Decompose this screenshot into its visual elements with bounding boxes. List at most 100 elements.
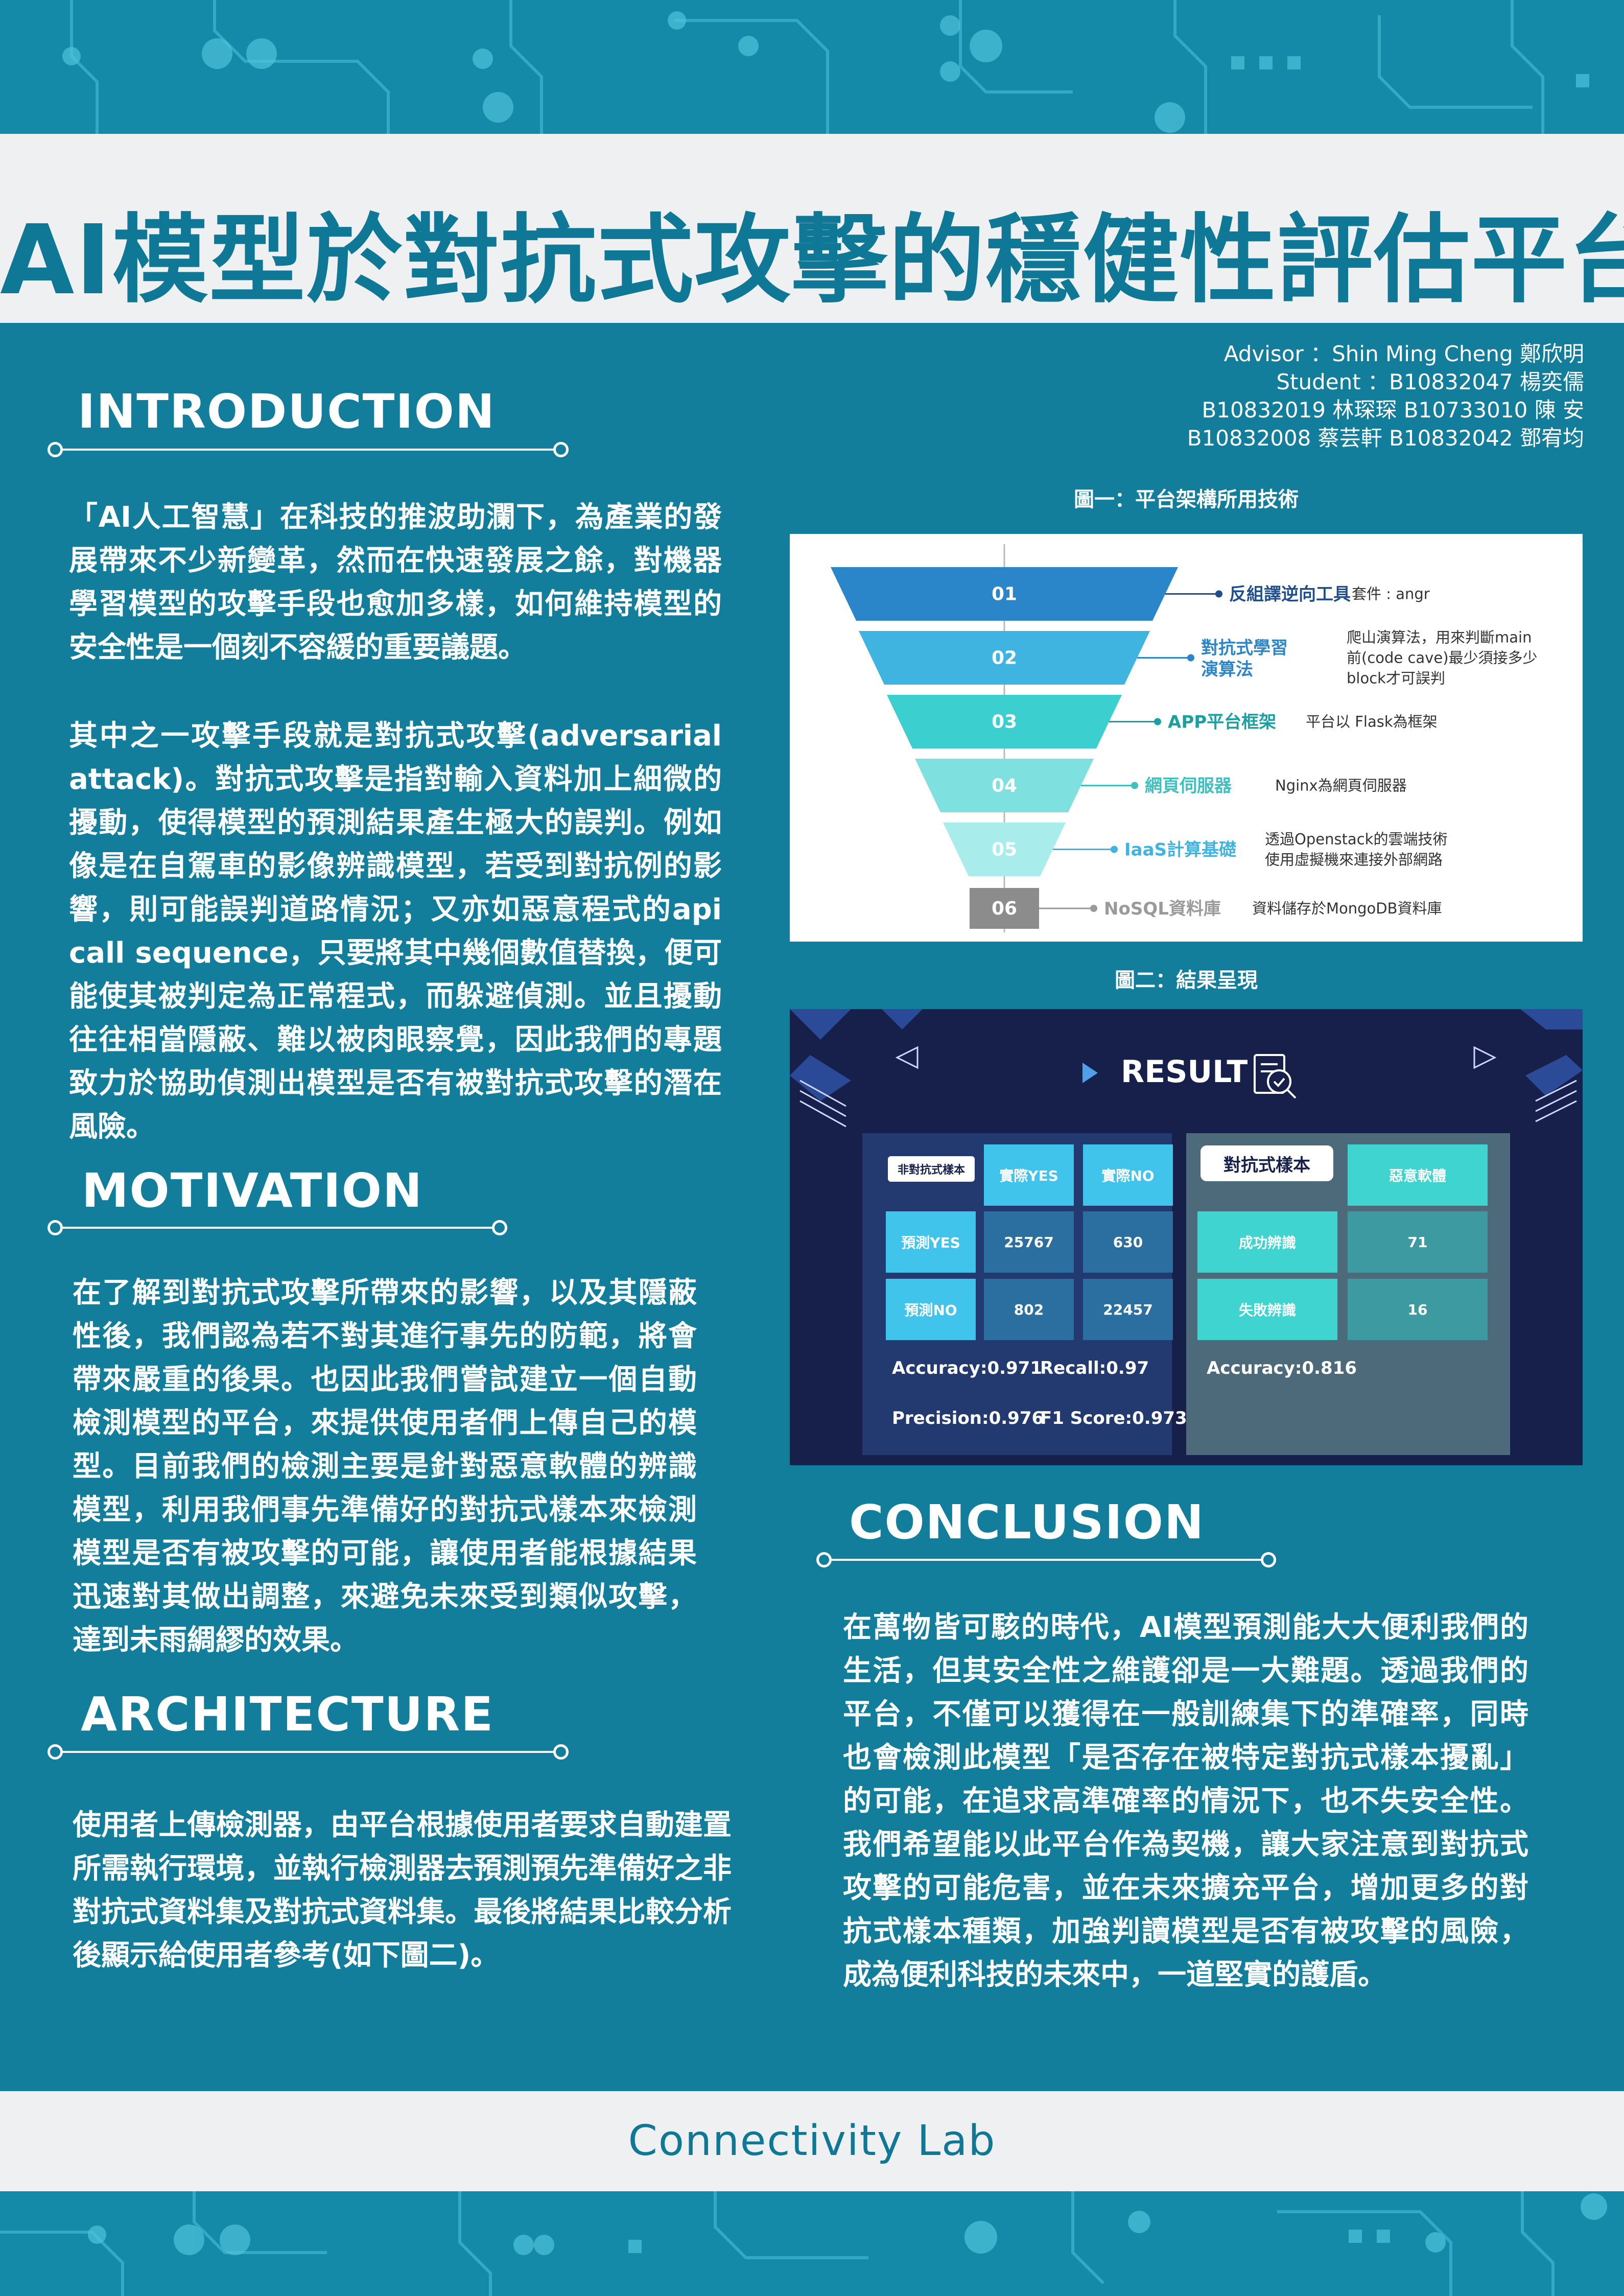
rule-end-dot	[553, 442, 569, 457]
circuit-pattern-top	[62, 0, 1589, 134]
play-arrow-icon	[1082, 1063, 1098, 1083]
funnel-label: IaaS計算基礎	[1124, 840, 1236, 860]
funnel-segment	[859, 631, 1150, 685]
row-predict-yes: 預測YES	[886, 1211, 976, 1273]
funnel-layer-05: 05 IaaS計算基礎 透過Openstack的雲端技術使用虛擬機來連接外部網路	[943, 823, 1447, 876]
motivation-heading: MOTIVATION	[82, 1163, 423, 1218]
footer-band: Connectivity Lab	[0, 2091, 1624, 2191]
leader-dot	[1090, 905, 1097, 912]
adversarial-accuracy-metric: Accuracy:0.816	[1207, 1358, 1357, 1378]
funnel-segment	[915, 759, 1094, 812]
architecture-heading: ARCHITECTURE	[81, 1687, 495, 1742]
heading-rule	[63, 1227, 492, 1229]
introduction-paragraph-2: 其中之一攻擊手段就是對抗式攻擊(adversarial attack)。對抗式攻…	[69, 719, 722, 1143]
funnel-layer-03: 03 APP平台框架 平台以 Flask為框架	[887, 695, 1438, 748]
funnel-number: 01	[992, 584, 1017, 605]
funnel-description: Nginx為網頁伺服器	[1275, 777, 1407, 794]
funnel-number: 02	[992, 648, 1017, 669]
header-actual-no: 實際NO	[1083, 1144, 1173, 1206]
non-adversarial-tag: 非對抗式樣本	[888, 1156, 975, 1182]
non-adversarial-panel: 非對抗式樣本 實際YES 實際NO 預測YES 預測NO 25767 630 8…	[862, 1133, 1187, 1455]
funnel-label: 網頁伺服器	[1145, 776, 1232, 796]
figure2-caption: 圖二：結果呈現	[1115, 969, 1258, 992]
conclusion-paragraph: 在萬物皆可駭的時代，AI模型預測能大大便利我們的生活，但其安全性之維護卻是一大難…	[843, 1611, 1528, 1992]
motivation-paragraph: 在了解到對抗式攻擊所帶來的影響，以及其隱蔽性後，我們認為若不對其進行事先的防範，…	[73, 1276, 697, 1657]
cell-fail-count: 16	[1348, 1279, 1488, 1340]
recall-metric: Recall:0.97	[1040, 1358, 1149, 1378]
cell-fn: 802	[984, 1279, 1074, 1340]
result-decoration	[790, 1009, 1583, 1128]
precision-metric: Precision:0.976	[892, 1408, 1044, 1428]
funnel-number: 06	[992, 898, 1017, 919]
architecture-paragraph: 使用者上傳檢測器，由平台根據使用者要求自動建置所需執行環境，並執行檢測器去預測預…	[73, 1809, 732, 1972]
header-circuit-band	[0, 0, 1624, 134]
introduction-heading-block: INTRODUCTION	[48, 384, 569, 457]
rule-end-dot	[553, 1744, 569, 1760]
footer-lab-name: Connectivity Lab	[628, 2117, 996, 2165]
result-title: RESULT	[1121, 1054, 1248, 1090]
funnel-layer-02: 02 對抗式學習演算法 爬山演算法，用來判斷main 前(code cave)最少須接…	[859, 629, 1538, 687]
funnel-segment	[943, 823, 1066, 876]
funnel-number: 05	[992, 839, 1017, 860]
funnel-segment	[831, 567, 1178, 621]
footer-circuit-band	[0, 2191, 1624, 2296]
funnel-layer-04: 04 網頁伺服器 Nginx為網頁伺服器	[915, 759, 1407, 812]
funnel-layer-06: 06 NoSQL資料庫 資料儲存於MongoDB資料庫	[970, 888, 1442, 929]
funnel-description: 平台以 Flask為框架	[1306, 713, 1438, 731]
circuit-pattern-bottom	[0, 2191, 1607, 2296]
members-line-2: B10832008 蔡芸軒 B10832042 鄧宥均	[1187, 426, 1584, 451]
conclusion-heading: CONCLUSION	[849, 1495, 1205, 1550]
cell-tn: 22457	[1083, 1279, 1173, 1340]
funnel-label: NoSQL資料庫	[1104, 899, 1221, 919]
adversarial-tag: 對抗式樣本	[1201, 1145, 1333, 1181]
leader-dot	[1215, 590, 1222, 598]
row-detect-fail: 失敗辨識	[1197, 1279, 1337, 1340]
rule-end-dot	[1261, 1552, 1276, 1567]
funnel-layer-01: 01 反組譯逆向工具 套件 : angr	[831, 567, 1430, 621]
introduction-paragraph-1: 「AI人工智慧」在科技的推波助瀾下，為產業的發展帶來不少新變革，然而在快速發展之…	[69, 501, 722, 664]
architecture-heading-block: ARCHITECTURE	[48, 1687, 569, 1760]
header-malware: 惡意軟體	[1348, 1144, 1488, 1206]
heading-rule	[832, 1559, 1261, 1561]
funnel-diagram: 01 反組譯逆向工具 套件 : angr 02 對抗式學習演算法 爬山演算法，用來判斷ma…	[831, 544, 1538, 932]
cell-fp: 630	[1083, 1211, 1173, 1273]
rule-end-dot	[492, 1220, 507, 1235]
cell-tp: 25767	[984, 1211, 1074, 1273]
adversarial-panel: 對抗式樣本 惡意軟體 成功辨識 失敗辨識 71 16 Accuracy:0.81…	[1186, 1133, 1510, 1455]
rule-start-dot	[48, 1220, 63, 1235]
poster-title: AI模型於對抗式攻擊的穩健性評估平台	[0, 204, 1624, 316]
leader-dot	[1187, 654, 1194, 662]
heading-rule	[63, 449, 553, 451]
conclusion-heading-block: CONCLUSION	[816, 1495, 1276, 1567]
funnel-label: 反組譯逆向工具	[1229, 584, 1351, 605]
header-actual-yes: 實際YES	[984, 1144, 1074, 1206]
leader-dot	[1111, 846, 1118, 853]
funnel-description: 資料儲存於MongoDB資料庫	[1252, 900, 1442, 917]
members-line-1: B10832019 林琛琛 B10733010 陳 安	[1202, 397, 1584, 423]
figure1-caption: 圖一：平台架構所用技術	[1074, 488, 1299, 511]
funnel-segment	[887, 695, 1122, 748]
accuracy-metric: Accuracy:0.971	[892, 1358, 1042, 1378]
report-magnifier-icon	[1254, 1054, 1297, 1099]
rule-start-dot	[48, 442, 63, 457]
figure1-architecture-funnel: 01 反組譯逆向工具 套件 : angr 02 對抗式學習演算法 爬山演算法，用來判斷ma…	[790, 534, 1583, 942]
heading-rule	[63, 1751, 553, 1753]
cell-success-count: 71	[1348, 1211, 1488, 1273]
introduction-heading: INTRODUCTION	[78, 384, 496, 439]
advisor-line: Advisor ：Shin Ming Cheng 鄭欣明	[1223, 341, 1584, 366]
f1-metric: F1 Score:0.973	[1040, 1408, 1187, 1428]
rule-start-dot	[48, 1744, 63, 1760]
funnel-label: APP平台框架	[1168, 712, 1276, 733]
credits-block: Advisor ：Shin Ming Cheng 鄭欣明 Student ：B1…	[1187, 340, 1584, 452]
rule-start-dot	[816, 1552, 832, 1567]
title-band: AI模型於對抗式攻擊的穩健性評估平台	[0, 134, 1624, 323]
leader-dot	[1154, 718, 1161, 725]
funnel-segment	[970, 888, 1039, 929]
funnel-description: 爬山演算法，用來判斷main 前(code cave)最少須接多少 block才可誤…	[1347, 629, 1538, 687]
motivation-heading-block: MOTIVATION	[48, 1163, 507, 1235]
row-predict-no: 預測NO	[886, 1279, 976, 1340]
student-line: Student ：B10832047 楊奕儒	[1276, 369, 1584, 394]
funnel-description: 透過Openstack的雲端技術使用虛擬機來連接外部網路	[1265, 831, 1447, 869]
funnel-number: 04	[992, 776, 1017, 796]
row-detect-success: 成功辨識	[1197, 1211, 1337, 1273]
